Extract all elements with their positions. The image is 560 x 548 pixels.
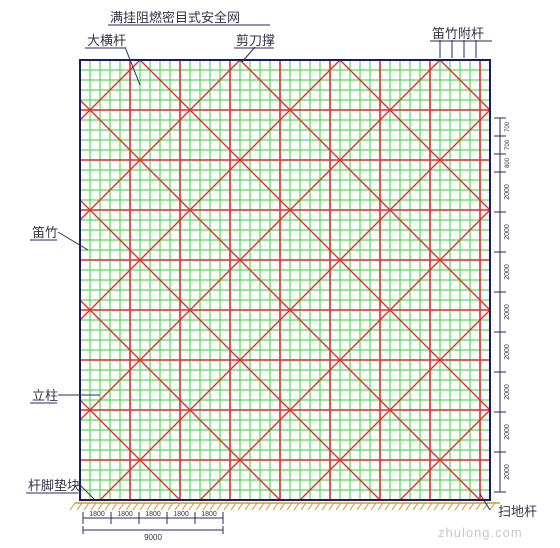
- svg-text:1800: 1800: [145, 511, 161, 518]
- svg-text:1800: 1800: [117, 511, 133, 518]
- svg-text:700: 700: [505, 121, 511, 132]
- svg-text:1800: 1800: [201, 511, 217, 518]
- svg-text:2000: 2000: [504, 224, 511, 240]
- svg-text:笛竹: 笛竹: [32, 225, 58, 240]
- svg-text:2000: 2000: [504, 464, 511, 480]
- svg-text:立柱: 立柱: [32, 388, 58, 403]
- svg-text:2000: 2000: [504, 304, 511, 320]
- svg-text:2000: 2000: [504, 384, 511, 400]
- svg-text:800: 800: [505, 157, 511, 168]
- svg-text:2000: 2000: [504, 184, 511, 200]
- svg-text:1800: 1800: [173, 511, 189, 518]
- svg-text:2000: 2000: [504, 424, 511, 440]
- svg-text:笛竹附杆: 笛竹附杆: [432, 26, 484, 41]
- svg-text:2000: 2000: [504, 264, 511, 280]
- svg-text:满挂阻燃密目式安全网: 满挂阻燃密目式安全网: [110, 10, 240, 25]
- svg-text:1800: 1800: [89, 511, 105, 518]
- svg-text:大横杆: 大横杆: [87, 33, 126, 48]
- svg-text:2000: 2000: [504, 344, 511, 360]
- svg-text:扫地杆: 扫地杆: [498, 504, 537, 519]
- svg-text:剪刀撑: 剪刀撑: [236, 33, 275, 48]
- svg-text:9000: 9000: [144, 533, 162, 542]
- watermark: zhulong.com: [438, 525, 523, 540]
- svg-text:700: 700: [505, 139, 511, 150]
- svg-text:杆脚垫块: 杆脚垫块: [28, 478, 80, 493]
